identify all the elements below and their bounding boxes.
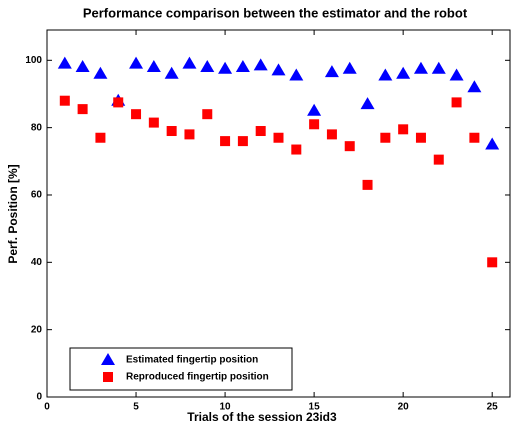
y-tick-label: 100 (25, 55, 42, 66)
square-marker (326, 129, 337, 140)
y-tick-label: 80 (31, 122, 43, 133)
y-tick-label: 20 (31, 324, 43, 335)
triangle-marker (378, 68, 393, 81)
triangle-marker (324, 65, 339, 78)
triangle-marker (57, 56, 72, 69)
square-marker (487, 257, 498, 268)
triangle-marker (101, 353, 115, 365)
triangle-marker (164, 66, 179, 79)
square-marker (202, 109, 213, 120)
triangle-marker (75, 60, 90, 73)
square-marker (469, 132, 480, 143)
x-tick-label: 10 (220, 402, 232, 413)
y-tick-label: 60 (31, 190, 43, 201)
legend-label: Estimated fingertip position (126, 355, 258, 366)
square-marker (220, 136, 231, 147)
triangle-marker (449, 68, 464, 81)
square-marker (291, 144, 302, 155)
triangle-marker (235, 60, 250, 73)
square-marker (255, 126, 266, 137)
triangle-marker (218, 61, 233, 74)
x-tick-label: 20 (398, 402, 410, 413)
triangle-marker (396, 66, 411, 79)
square-marker (148, 117, 159, 128)
triangle-marker (431, 61, 446, 74)
square-marker (77, 104, 88, 115)
triangle-marker (146, 60, 161, 73)
triangle-marker (253, 58, 268, 71)
y-tick-label: 0 (36, 392, 42, 403)
square-marker (184, 129, 195, 140)
square-marker (103, 372, 113, 382)
plot-frame (46, 29, 511, 398)
square-marker (362, 179, 373, 190)
square-marker (433, 154, 444, 165)
square-marker (59, 95, 70, 106)
square-marker (344, 141, 355, 152)
x-axis-label: Trials of the session 23id3 (187, 410, 337, 424)
x-tick-label: 5 (133, 402, 139, 413)
triangle-marker (467, 80, 482, 93)
triangle-marker (129, 56, 144, 69)
square-marker (380, 132, 391, 143)
triangle-marker (182, 56, 197, 69)
triangle-marker (271, 63, 286, 76)
triangle-marker (485, 137, 500, 150)
triangle-marker (307, 103, 322, 116)
square-marker (451, 97, 462, 108)
square-marker (131, 109, 142, 120)
square-marker (273, 132, 284, 143)
x-tick-label: 0 (44, 402, 50, 413)
triangle-marker (413, 61, 428, 74)
square-marker (237, 136, 248, 147)
legend-label: Reproduced fingertip position (126, 372, 269, 383)
triangle-marker (200, 60, 215, 73)
square-marker (415, 132, 426, 143)
square-marker (398, 124, 409, 135)
square-marker (95, 132, 106, 143)
x-tick-label: 15 (309, 402, 321, 413)
x-tick-label: 25 (487, 402, 499, 413)
square-marker (309, 119, 320, 130)
triangle-marker (289, 68, 304, 81)
square-marker (113, 97, 124, 108)
chart-title: Performance comparison between the estim… (83, 5, 468, 20)
square-marker (166, 126, 177, 137)
y-tick-label: 40 (31, 257, 43, 268)
triangle-marker (342, 61, 357, 74)
triangle-marker (360, 97, 375, 110)
triangle-marker (93, 66, 108, 79)
y-axis-label: Perf. Position [%] (6, 164, 20, 263)
